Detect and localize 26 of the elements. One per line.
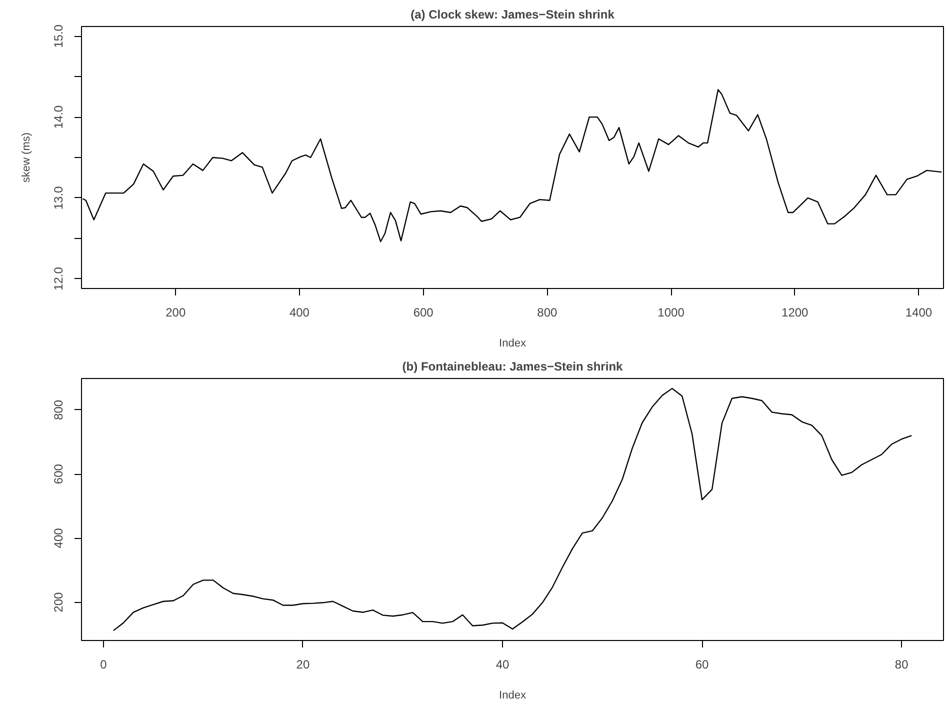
- chart-title: (b) Fontainebleau: James−Stein shrink: [402, 360, 624, 374]
- x-tick-label: 1400: [905, 306, 932, 320]
- x-tick-label: 80: [894, 658, 909, 672]
- line-series: [112, 388, 912, 632]
- x-tick-label: 40: [496, 658, 510, 672]
- chart-title: (a) Clock skew: James−Stein shrink: [410, 8, 615, 22]
- y-tick-label: 400: [52, 528, 66, 548]
- y-tick-label: 200: [52, 592, 66, 612]
- x-tick-label: 400: [289, 306, 310, 320]
- x-tick-label: 60: [695, 658, 710, 672]
- x-axis-title: Index: [499, 338, 526, 350]
- x-tick-label: 0: [100, 658, 108, 672]
- y-axis-title: skew (ms): [20, 132, 32, 183]
- y-tick-label: 600: [52, 464, 66, 484]
- x-tick-label: 200: [166, 306, 186, 320]
- x-tick-label: 600: [413, 306, 434, 320]
- x-tick-label: 800: [537, 306, 558, 320]
- x-tick-label: 1000: [658, 306, 685, 320]
- x-tick-label: 1200: [782, 306, 809, 320]
- x-tick-label: 20: [296, 658, 310, 672]
- y-tick-label: 12.0: [52, 266, 66, 290]
- y-tick-label: 800: [52, 400, 66, 420]
- y-tick-label: 14.0: [52, 105, 66, 129]
- x-axis-title: Index: [499, 690, 526, 702]
- y-tick-label: 15.0: [52, 24, 66, 48]
- y-tick-label: 13.0: [52, 186, 66, 210]
